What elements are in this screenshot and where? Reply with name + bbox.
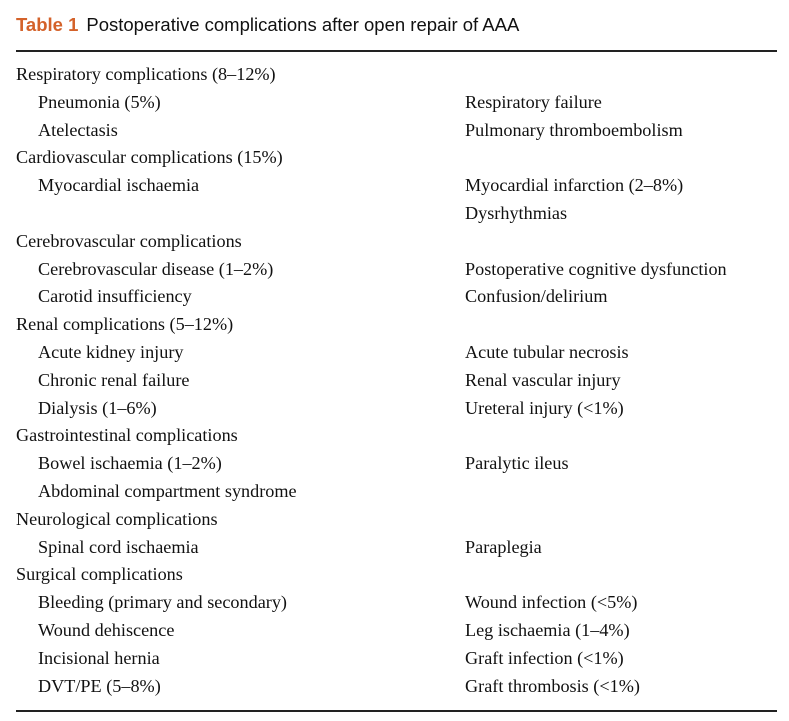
complication-right: Paraplegia [465,536,542,557]
complication-right: Renal vascular injury [465,369,621,390]
section-heading: Neurological complications [16,508,218,529]
section-heading: Gastrointestinal complications [16,425,238,446]
table-row: Atelectasis Pulmonary thromboembolism [16,117,777,145]
complication-left: Bowel ischaemia (1–2%) [38,453,222,474]
complication-right: Acute tubular necrosis [465,341,629,362]
table-row: Wound dehiscence Leg ischaemia (1–4%) [16,617,777,645]
complication-left: Dialysis (1–6%) [38,397,157,418]
complication-right: Pulmonary thromboembolism [465,119,683,140]
section-row: Neurological complications [16,506,777,534]
complication-left: Atelectasis [38,119,118,140]
complication-right: Postoperative cognitive dysfunction [465,258,727,279]
complication-right: Graft thrombosis (<1%) [465,675,640,696]
complication-right: Wound infection (<5%) [465,592,638,613]
table-row: DVT/PE (5–8%) Graft thrombosis (<1%) [16,673,777,701]
table-row: Bleeding (primary and secondary) Wound in… [16,589,777,617]
section-heading: Cardiovascular complications (15%) [16,147,283,168]
section-heading: Renal complications (5–12%) [16,314,234,335]
table-row: Pneumonia (5%) Respiratory failure [16,89,777,117]
complication-left: Cerebrovascular disease (1–2%) [38,258,274,279]
complication-left: Myocardial ischaemia [38,175,200,196]
complication-left: Acute kidney injury [38,341,184,362]
section-heading: Surgical complications [16,564,183,585]
section-row: Renal complications (5–12%) [16,311,777,339]
table-row: Abdominal compartment syndrome [16,478,777,506]
complication-right: Leg ischaemia (1–4%) [465,619,630,640]
complication-right: Graft infection (<1%) [465,647,624,668]
section-row: Cerebrovascular complications [16,228,777,256]
complication-left: Spinal cord ischaemia [38,536,199,557]
complication-left: Wound dehiscence [38,619,175,640]
complication-left: Pneumonia (5%) [38,91,161,112]
section-row: Surgical complications [16,561,777,589]
complication-right: Myocardial infarction (2–8%) [465,175,684,196]
complication-left: Chronic renal failure [38,369,190,390]
table-row: Dysrhythmias [16,200,777,228]
complication-left: DVT/PE (5–8%) [38,675,161,696]
complication-right: Paralytic ileus [465,453,569,474]
top-rule [16,50,777,52]
complication-right: Confusion/delirium [465,286,608,307]
table-row: Incisional hernia Graft infection (<1%) [16,645,777,673]
table-label: Table 1 [16,14,79,35]
table-row: Bowel ischaemia (1–2%) Paralytic ileus [16,450,777,478]
section-heading: Respiratory complications (8–12%) [16,64,276,84]
table-row: Spinal cord ischaemia Paraplegia [16,534,777,562]
table-row: Chronic renal failure Renal vascular inju… [16,367,777,395]
table-caption: Table 1 Postoperative complications after… [16,14,519,36]
table-row: Myocardial ischaemia Myocardial infarctio… [16,172,777,200]
complication-left: Bleeding (primary and secondary) [38,592,287,613]
bottom-rule [16,710,777,712]
table-title: Postoperative complications after open r… [86,14,520,35]
table-row: Carotid insufficiency Confusion/delirium [16,283,777,311]
table-row: Cerebrovascular disease (1–2%) Postoperat… [16,256,777,284]
section-heading: Cerebrovascular complications [16,230,242,251]
section-row: Respiratory complications (8–12%) [16,61,777,89]
complication-left: Incisional hernia [38,647,160,668]
complication-right: Respiratory failure [465,91,602,112]
table-row: Acute kidney injury Acute tubular necrosi… [16,339,777,367]
complication-right: Ureteral injury (<1%) [465,397,624,418]
complication-left: Abdominal compartment syndrome [38,480,297,501]
complication-left: Carotid insufficiency [38,286,192,307]
complication-right: Dysrhythmias [465,202,568,223]
table-row: Dialysis (1–6%) Ureteral injury (<1%) [16,395,777,423]
complications-table: Respiratory complications (8–12%) Pneumon… [16,61,777,700]
section-row: Gastrointestinal complications [16,422,777,450]
section-row: Cardiovascular complications (15%) [16,144,777,172]
